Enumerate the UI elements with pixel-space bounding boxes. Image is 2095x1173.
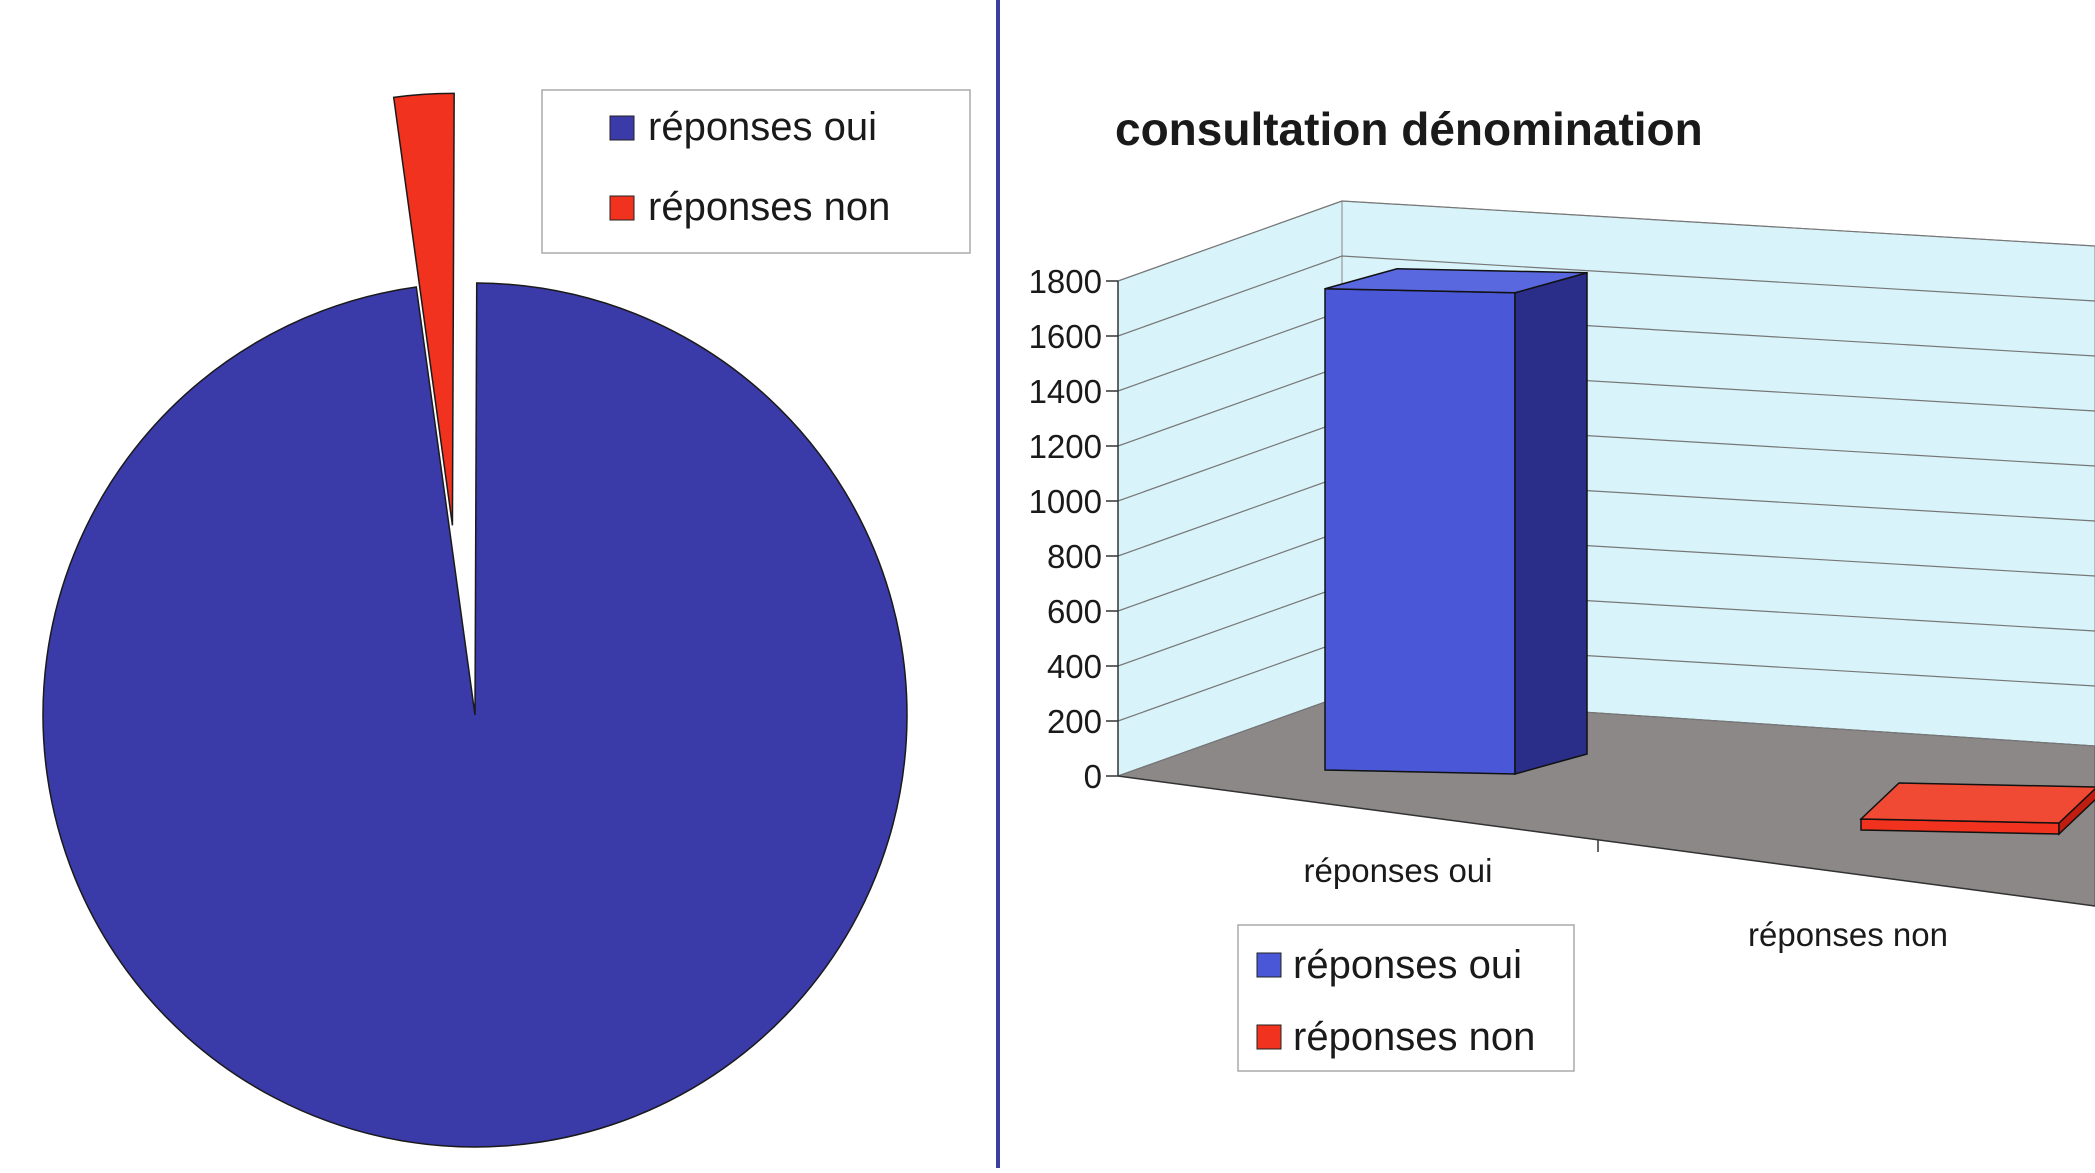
bar-non: [1859, 782, 2095, 836]
bar-chart-title: consultation dénomination: [1115, 103, 1703, 155]
bar-gridline: [1117, 255, 2095, 337]
bar-y-tick-label: 800: [1047, 538, 1102, 575]
bar-y-tick-label: 1600: [1029, 318, 1102, 355]
pie-legend-swatch-oui: [609, 115, 635, 141]
bar-y-tick-label: 0: [1084, 758, 1102, 795]
pie-slice-non: [392, 92, 455, 526]
bar-legend-label-non: réponses non: [1293, 1015, 1535, 1059]
bar-gridline: [1117, 200, 2095, 282]
bar-category-label: réponses non: [1748, 916, 1948, 953]
bar-x-axis: [1117, 775, 2095, 907]
bar-legend-swatch-oui: [1256, 952, 1282, 978]
bar-y-tick-label: 1400: [1029, 373, 1102, 410]
pie-legend-label-non: réponses non: [648, 185, 890, 229]
pie-chart: réponses oui réponses non: [42, 89, 971, 1148]
bar-legend-label-oui: réponses oui: [1293, 943, 1522, 987]
panel-divider: [996, 0, 1000, 1168]
pie-chart-panel: réponses oui réponses non: [0, 0, 996, 1168]
bar-y-tick-label: 400: [1047, 648, 1102, 685]
bar-y-tick-label: 1800: [1029, 263, 1102, 300]
bar-y-tick-label: 1200: [1029, 428, 1102, 465]
bar-y-tick-label: 1000: [1029, 483, 1102, 520]
bar-chart: consultation dénomination 0 200 400 600 800 1…: [1029, 103, 2095, 1072]
bar-legend: réponses oui réponses non: [1237, 924, 1575, 1072]
bar-category-label: réponses oui: [1304, 852, 1493, 889]
bar-y-tick-label: 200: [1047, 703, 1102, 740]
pie-legend: réponses oui réponses non: [541, 89, 971, 254]
bar-chart-panel: consultation dénomination 0 200 400 600 800 1…: [1000, 0, 2095, 1168]
pie-slice-oui: [42, 282, 908, 1148]
pie-legend-swatch-non: [609, 195, 635, 221]
bar-y-tick-label: 600: [1047, 593, 1102, 630]
bar-legend-swatch-non: [1256, 1024, 1282, 1050]
pie-legend-label-oui: réponses oui: [648, 105, 877, 149]
bar-oui: [1324, 267, 1588, 775]
bar-legend-box: [1237, 924, 1575, 1072]
